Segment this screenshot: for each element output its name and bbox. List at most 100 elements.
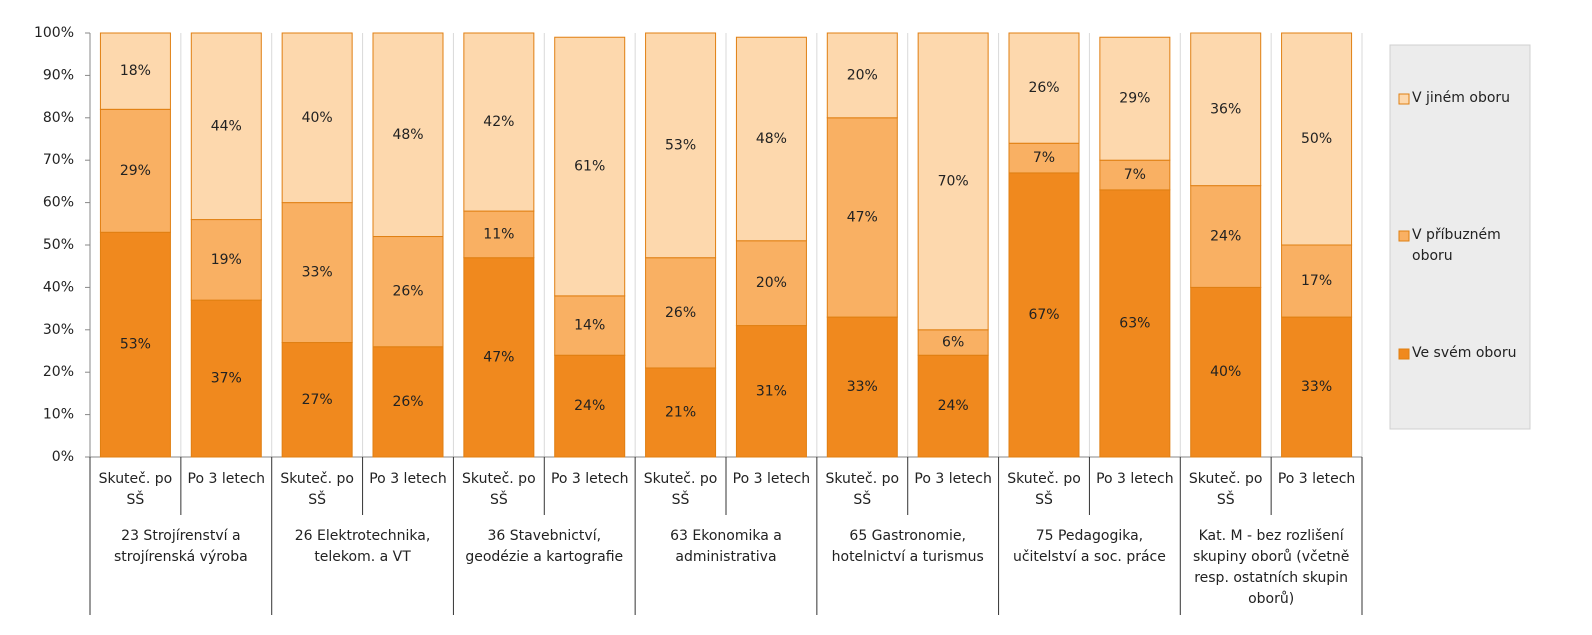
data-label: 48% [756,131,787,147]
data-label: 40% [302,110,333,126]
bar-segment [735,240,807,327]
data-label: 33% [847,379,878,395]
bar-segment [826,316,898,458]
data-label: 53% [665,137,696,153]
x-tick-label: Skuteč. po SŠ [280,471,354,508]
bar-segment [372,32,444,238]
data-label: 24% [938,398,969,414]
bar-segment [645,367,717,458]
data-label: 26% [1028,80,1059,96]
group-label: 63 Ekonomika a administrativa [670,528,782,565]
y-tick-label: 0% [52,449,74,465]
data-label: 26% [392,394,423,410]
x-tick-label: Po 3 letech [550,471,629,487]
bar-segment [281,202,353,344]
data-label: 17% [1301,273,1332,289]
data-label: 50% [1301,131,1332,147]
bar-segment [99,32,171,110]
data-label: 26% [665,305,696,321]
data-label: 14% [574,318,605,334]
x-tick-label: Po 3 letech [1096,471,1174,487]
bar-segment [826,32,898,119]
bar-segment [1190,32,1262,187]
data-label: 63% [1119,315,1150,331]
bar-segment [917,354,989,458]
data-label: 7% [1033,150,1055,166]
y-tick-label: 100% [34,25,74,41]
data-label: 37% [211,371,242,387]
bar-segment [463,210,535,259]
y-tick-label: 80% [43,110,74,126]
data-label: 29% [120,163,151,179]
x-tick-label: Skuteč. po SŠ [98,471,173,508]
data-label: 40% [1210,364,1241,380]
y-tick-label: 30% [43,322,74,338]
bar-segment [190,219,262,301]
data-label: 6% [942,335,964,351]
data-label: 19% [211,252,242,268]
bar-segment [99,108,171,233]
bar-segment [554,36,626,297]
bar-segment [1099,36,1171,161]
bar-segment [917,32,989,331]
x-tick-label: Po 3 letech [914,471,992,487]
y-tick-label: 20% [43,364,74,380]
bar-segment [1190,185,1262,288]
legend-label: V příbuzném oboru [1412,227,1501,264]
bar-segment [917,329,989,356]
bar-segment [281,32,353,204]
bar-segment [1008,142,1080,174]
data-label: 47% [483,349,514,365]
bar-segment [190,299,262,458]
y-tick-label: 10% [43,407,74,423]
y-tick-label: 50% [43,237,74,253]
data-label: 70% [938,173,969,189]
x-tick-label: Skuteč. po SŠ [643,471,718,508]
x-tick-label: Skuteč. po SŠ [462,471,536,508]
y-tick-label: 90% [43,67,74,83]
y-tick-label: 60% [43,195,74,211]
y-tick-label: 40% [43,279,74,295]
bar-segment [190,32,262,221]
group-label: 26 Elektrotechnika, telekom. a VT [294,528,431,565]
bar-segment [1008,172,1080,458]
bar-segment [554,354,626,458]
y-tick-label: 70% [43,152,74,168]
bar-segment [645,32,717,259]
bar-segment [1190,286,1262,458]
data-label: 33% [302,265,333,281]
bar-segment [735,36,807,242]
legend-box [1389,44,1531,430]
bar-segment [463,257,535,458]
x-tick-label: Skuteč. po SŠ [825,471,900,508]
group-label: 36 Stavebnictví, geodézie a kartografie [465,528,624,565]
data-label: 24% [574,398,605,414]
data-label: 20% [847,67,878,83]
bar-segment [1099,189,1171,458]
group-label: Kat. M - bez rozlišení skupiny oborů (vč… [1192,528,1350,607]
data-label: 31% [756,383,787,399]
data-label: 29% [1119,91,1150,107]
data-label: 20% [756,275,787,291]
data-label: 36% [1210,101,1241,117]
x-tick-label: Po 3 letech [369,471,447,487]
group-label: 23 Strojírenství a strojírenská výroba [113,528,248,565]
data-label: 11% [483,226,514,242]
data-label: 26% [392,284,423,300]
data-label: 18% [120,63,151,79]
data-label: 61% [574,159,605,175]
data-label: 7% [1124,167,1146,183]
x-tick-label: Po 3 letech [1277,471,1356,487]
bar-segment [99,231,171,458]
legend-swatch [1398,93,1410,105]
bar-segment [1008,32,1080,144]
x-tick-label: Po 3 letech [732,471,811,487]
x-tick-label: Skuteč. po SŠ [1188,471,1263,508]
x-tick-label: Skuteč. po SŠ [1007,471,1081,508]
data-label: 47% [847,209,878,225]
bar-segment [281,342,353,458]
data-label: 48% [392,127,423,143]
bar-segment [1281,316,1353,458]
